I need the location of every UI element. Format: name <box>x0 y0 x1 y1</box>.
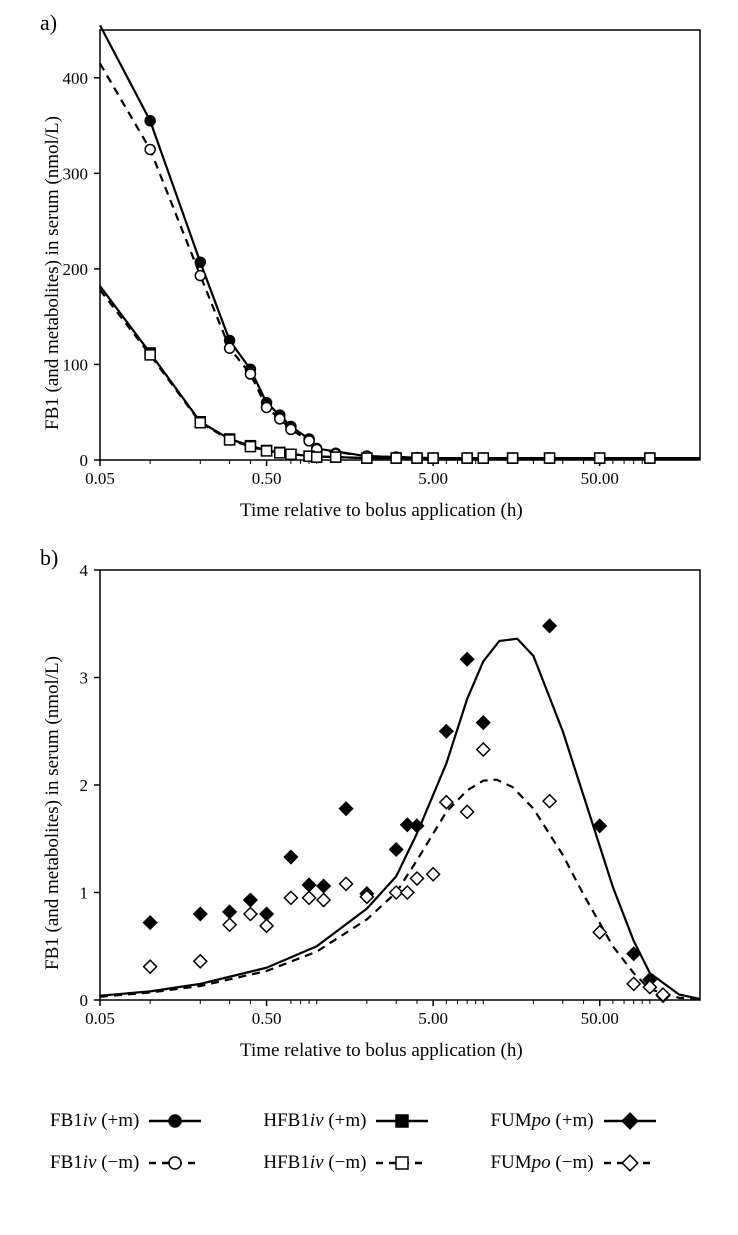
legend-symbol <box>602 1153 658 1173</box>
svg-text:5.00: 5.00 <box>418 1009 448 1028</box>
svg-text:1: 1 <box>80 884 89 903</box>
legend-label: FB1iv (+m) <box>50 1110 139 1132</box>
svg-text:2: 2 <box>80 776 89 795</box>
legend: FB1iv (+m) HFB1iv (+m) FUMpo (+m) FB1iv (−m… <box>50 1110 690 1194</box>
legend-item: HFB1iv (−m) <box>263 1152 430 1174</box>
legend-item: FUMpo (+m) <box>490 1110 657 1132</box>
legend-item: HFB1iv (+m) <box>263 1110 430 1132</box>
svg-text:0.05: 0.05 <box>85 1009 115 1028</box>
legend-symbol <box>374 1111 430 1131</box>
svg-text:0.50: 0.50 <box>252 1009 282 1028</box>
legend-label: FUMpo (−m) <box>490 1152 593 1174</box>
chart-b: 0 1 2 3 4 0.05 0.50 5.00 50.00 <box>0 0 738 1050</box>
legend-symbol <box>374 1153 430 1173</box>
legend-row: FB1iv (−m) HFB1iv (−m) FUMpo (−m) <box>50 1152 690 1174</box>
legend-label: HFB1iv (−m) <box>263 1152 366 1174</box>
svg-text:50.00: 50.00 <box>581 1009 619 1028</box>
legend-item: FUMpo (−m) <box>490 1152 657 1174</box>
legend-label: FB1iv (−m) <box>50 1152 139 1174</box>
legend-item: FB1iv (+m) <box>50 1110 203 1132</box>
svg-text:4: 4 <box>80 561 89 580</box>
svg-text:0: 0 <box>80 991 89 1010</box>
legend-item: FB1iv (−m) <box>50 1152 203 1174</box>
legend-symbol <box>602 1111 658 1131</box>
panel-b-xlabel: Time relative to bolus application (h) <box>240 1040 523 1062</box>
legend-label: HFB1iv (+m) <box>263 1110 366 1132</box>
legend-symbol <box>147 1111 203 1131</box>
legend-label: FUMpo (+m) <box>490 1110 593 1132</box>
legend-row: FB1iv (+m) HFB1iv (+m) FUMpo (+m) <box>50 1110 690 1132</box>
figure-page: a) FB1 (and metabolites) in serum (nmol/… <box>0 0 738 1235</box>
svg-text:3: 3 <box>80 669 89 688</box>
legend-symbol <box>147 1153 203 1173</box>
